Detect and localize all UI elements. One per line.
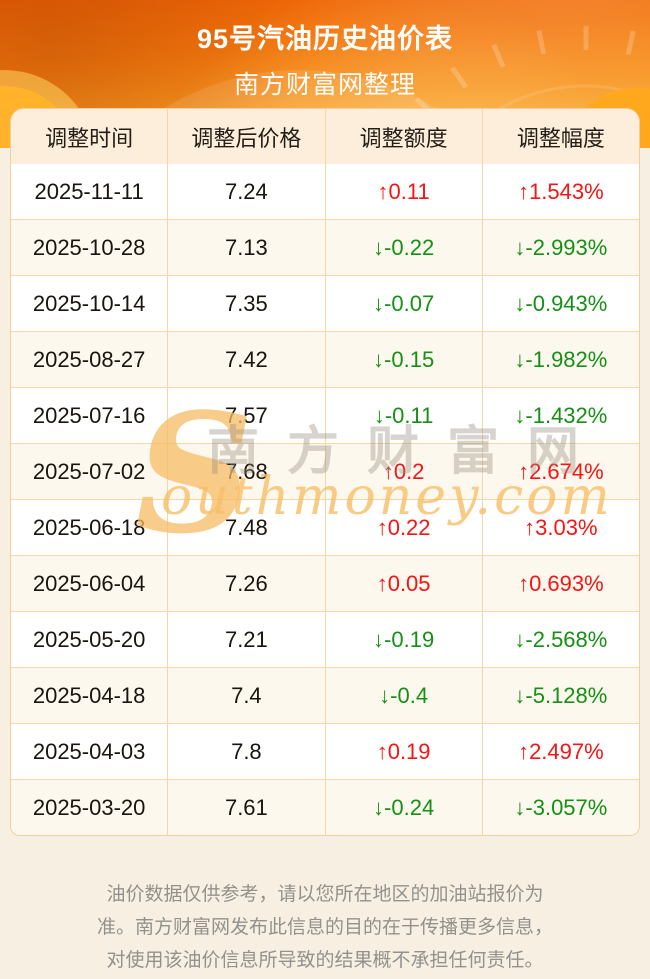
page-subtitle: 南方财富网整理 — [233, 71, 416, 99]
cell-change: ↑0.19 — [324, 724, 482, 779]
table-row: 2025-04-03 7.8 ↑0.19 ↑2.497% — [11, 723, 639, 779]
table-body: 2025-11-11 7.24 ↑0.11 ↑1.543% 2025-10-28… — [11, 164, 639, 835]
cell-percent: ↓-0.943% — [481, 276, 639, 331]
table-row: 2025-06-04 7.26 ↑0.05 ↑0.693% — [11, 555, 639, 611]
table-row: 2025-10-28 7.13 ↓-0.22 ↓-2.993% — [11, 219, 639, 275]
table-row: 2025-06-18 7.48 ↑0.22 ↑3.03% — [11, 499, 639, 555]
page-title: 95号汽油历史油价表 — [196, 24, 454, 54]
cell-percent: ↑2.674% — [481, 444, 639, 499]
cell-percent: ↓-2.568% — [481, 612, 639, 667]
cell-change: ↑0.11 — [324, 164, 482, 219]
cell-price: 7.35 — [167, 276, 324, 331]
cell-percent: ↑2.497% — [481, 724, 639, 779]
cell-percent: ↓-1.432% — [481, 388, 639, 443]
price-table: 调整时间 调整后价格 调整额度 调整幅度 2025-11-11 7.24 ↑0.… — [10, 108, 640, 836]
cell-percent: ↓-1.982% — [481, 332, 639, 387]
cell-date: 2025-06-18 — [32, 514, 146, 540]
cell-date: 2025-10-14 — [32, 290, 146, 316]
table-row: 2025-10-14 7.35 ↓-0.07 ↓-0.943% — [11, 275, 639, 331]
cell-date: 2025-06-04 — [32, 570, 146, 596]
cell-price: 7.42 — [167, 332, 324, 387]
cell-percent: ↑0.693% — [481, 556, 639, 611]
cell-change: ↓-0.19 — [324, 612, 482, 667]
table-row: 2025-05-20 7.21 ↓-0.19 ↓-2.568% — [11, 611, 639, 667]
cell-change: ↑0.22 — [324, 500, 482, 555]
cell-price: 7.4 — [167, 668, 324, 723]
cell-change: ↑0.2 — [324, 444, 482, 499]
column-header-date: 调整时间 — [45, 125, 134, 151]
cell-change: ↓-0.24 — [324, 780, 482, 835]
cell-date: 2025-10-28 — [32, 234, 146, 260]
table-header-row: 调整时间 调整后价格 调整额度 调整幅度 — [11, 109, 639, 164]
cell-date: 2025-07-16 — [32, 402, 146, 428]
cell-change: ↓-0.4 — [324, 668, 482, 723]
cell-date: 2025-08-27 — [32, 346, 146, 372]
cell-price: 7.24 — [167, 164, 324, 219]
disclaimer-text: 油价数据仅供参考，请以您所在地区的加油站报价为准。南方财富网发布此信息的目的在于… — [96, 884, 553, 971]
cell-date: 2025-03-20 — [32, 794, 146, 820]
cell-date: 2025-04-03 — [32, 738, 146, 764]
cell-change: ↑0.05 — [324, 556, 482, 611]
cell-percent: ↑1.543% — [481, 164, 639, 219]
cell-change: ↓-0.11 — [324, 388, 482, 443]
table-row: 2025-08-27 7.42 ↓-0.15 ↓-1.982% — [11, 331, 639, 387]
column-header-change: 调整额度 — [324, 109, 482, 164]
cell-date: 2025-04-18 — [32, 682, 146, 708]
cell-date: 2025-11-11 — [34, 178, 144, 204]
table-row: 2025-07-16 7.57 ↓-0.11 ↓-1.432% — [11, 387, 639, 443]
column-header-percent: 调整幅度 — [481, 109, 639, 164]
table-row: 2025-03-20 7.61 ↓-0.24 ↓-3.057% — [11, 779, 639, 835]
table-row: 2025-07-02 7.68 ↑0.2 ↑2.674% — [11, 443, 639, 499]
cell-price: 7.21 — [167, 612, 324, 667]
cell-price: 7.13 — [167, 220, 324, 275]
cell-price: 7.8 — [167, 724, 324, 779]
cell-change: ↓-0.15 — [324, 332, 482, 387]
cell-price: 7.57 — [167, 388, 324, 443]
cell-price: 7.26 — [167, 556, 324, 611]
cell-date: 2025-05-20 — [32, 626, 146, 652]
cell-percent: ↓-5.128% — [481, 668, 639, 723]
cell-price: 7.68 — [167, 444, 324, 499]
cell-change: ↓-0.22 — [324, 220, 482, 275]
cell-percent: ↓-2.993% — [481, 220, 639, 275]
cell-price: 7.48 — [167, 500, 324, 555]
cell-percent: ↓-3.057% — [481, 780, 639, 835]
column-header-price: 调整后价格 — [167, 109, 324, 164]
cell-date: 2025-07-02 — [32, 458, 146, 484]
table-row: 2025-11-11 7.24 ↑0.11 ↑1.543% — [11, 164, 639, 219]
table-row: 2025-04-18 7.4 ↓-0.4 ↓-5.128% — [11, 667, 639, 723]
cell-percent: ↑3.03% — [481, 500, 639, 555]
cell-change: ↓-0.07 — [324, 276, 482, 331]
cell-price: 7.61 — [167, 780, 324, 835]
